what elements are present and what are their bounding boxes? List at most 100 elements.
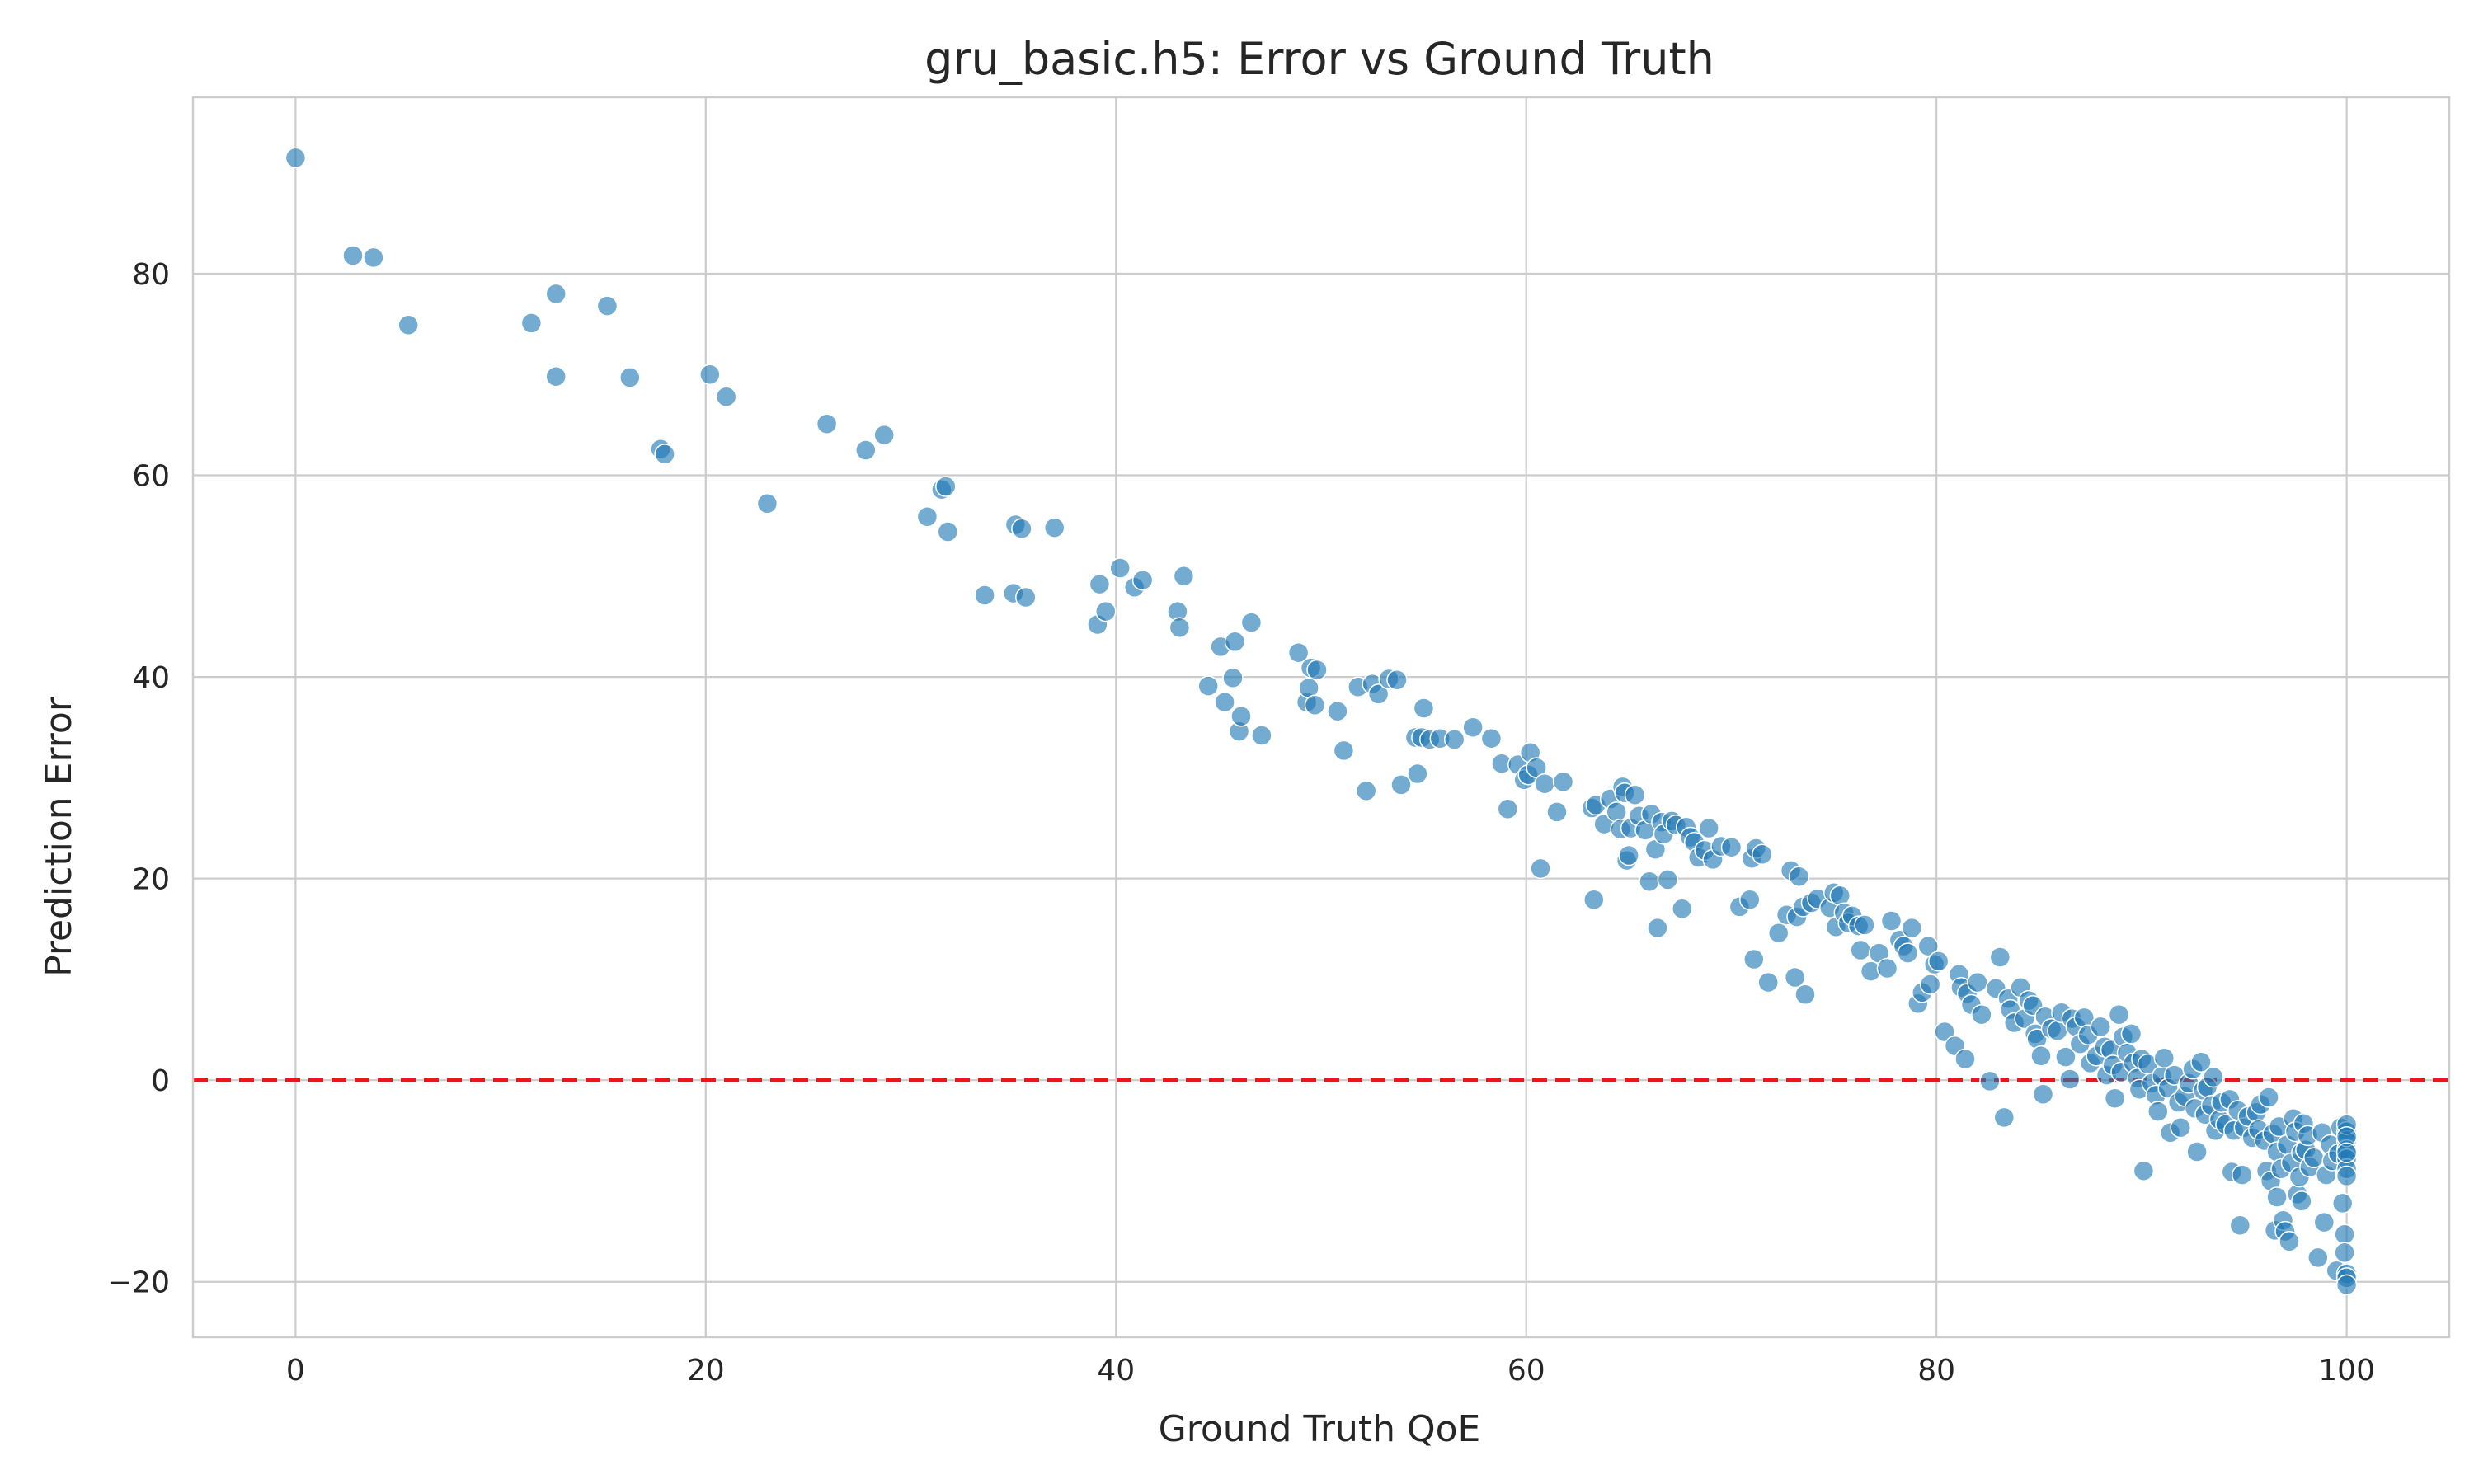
data-point [1043, 517, 1065, 538]
data-point [2090, 1016, 2111, 1038]
data-point [2335, 1142, 2358, 1163]
data-point [699, 364, 721, 386]
data-point [1927, 951, 1950, 972]
data-point [1480, 727, 1503, 749]
data-point [1767, 922, 1790, 944]
data-point [619, 367, 641, 388]
data-point [1407, 763, 1428, 785]
data-point [1131, 569, 1154, 591]
data-point [1327, 700, 1348, 722]
data-point [873, 424, 895, 446]
data-point [1954, 1048, 1976, 1070]
data-point [1390, 774, 1412, 796]
data-point [756, 493, 778, 514]
data-point [1306, 659, 1328, 681]
data-point [2258, 1087, 2279, 1108]
data-point [855, 439, 877, 461]
data-point [1794, 984, 1816, 1006]
data-point [916, 505, 938, 528]
data-point [397, 314, 419, 336]
data-point [1333, 740, 1355, 762]
data-point [2313, 1211, 2335, 1233]
data-point [1967, 971, 1988, 993]
data-point [1552, 771, 1574, 793]
y-tick-label: 40 [132, 661, 170, 695]
data-point [2334, 1242, 2355, 1264]
data-point [2120, 1023, 2142, 1045]
data-point [1989, 946, 2011, 968]
data-point [342, 245, 364, 266]
data-point [1011, 518, 1032, 540]
data-point [1109, 557, 1131, 579]
data-point [2170, 1116, 2191, 1139]
data-point [285, 147, 307, 169]
data-point [1089, 573, 1111, 595]
data-point [1015, 586, 1037, 608]
data-points [285, 147, 2358, 1296]
data-point [1230, 706, 1252, 727]
data-point [2108, 1003, 2130, 1026]
data-point [1462, 716, 1484, 738]
data-point [1287, 641, 1310, 664]
data-point [1639, 871, 1660, 893]
data-point [1971, 1003, 1992, 1026]
data-point [1720, 836, 1743, 858]
data-point [1169, 617, 1191, 638]
gridlines [193, 97, 2449, 1337]
data-point [2190, 1051, 2212, 1073]
y-tick-label: 20 [132, 863, 170, 897]
y-tick-label: −20 [107, 1266, 170, 1300]
data-point [1534, 773, 1555, 795]
data-point [2059, 1068, 2081, 1090]
data-point [1979, 1070, 2001, 1092]
data-point [1901, 917, 1923, 939]
data-point [1854, 914, 1875, 936]
x-tick-label: 20 [687, 1354, 725, 1388]
data-point [2229, 1214, 2251, 1237]
data-point [1546, 801, 1568, 823]
data-point [2335, 1274, 2358, 1296]
data-point [1647, 917, 1668, 939]
data-point [1443, 729, 1465, 750]
data-point [2307, 1247, 2329, 1269]
y-tick-labels: −20 0 20 40 60 80 [107, 258, 170, 1300]
data-point [1784, 966, 1806, 989]
data-point [545, 365, 567, 387]
data-point [2203, 1066, 2224, 1088]
data-point [1413, 697, 1435, 719]
x-tick-labels: 0 20 40 60 80 100 [286, 1354, 2375, 1388]
data-point [1355, 780, 1377, 802]
data-point [1173, 566, 1195, 587]
data-point [1919, 974, 1941, 995]
data-point [2133, 1160, 2155, 1181]
data-point [2232, 1164, 2253, 1186]
data-point [2104, 1087, 2126, 1109]
data-point [937, 521, 959, 542]
x-tick-label: 60 [1507, 1354, 1545, 1388]
data-point [1251, 725, 1272, 746]
y-tick-label: 60 [132, 460, 170, 494]
data-point [2186, 1141, 2208, 1162]
data-point [2032, 1083, 2054, 1106]
data-point [596, 295, 618, 317]
data-point [2147, 1101, 2169, 1122]
data-point [1850, 939, 1871, 961]
data-point [2266, 1186, 2288, 1208]
data-point [1224, 631, 1246, 653]
data-point [2303, 1147, 2325, 1169]
x-tick-label: 0 [286, 1354, 305, 1388]
plot-area-frame [191, 96, 2451, 1339]
data-point [2030, 1045, 2052, 1067]
data-point [1304, 694, 1326, 716]
data-point [2335, 1165, 2358, 1187]
data-point [1993, 1106, 2015, 1129]
data-point [1367, 683, 1390, 705]
data-point [1497, 798, 1519, 820]
data-point [1386, 669, 1408, 691]
data-point [1829, 885, 1851, 907]
data-point [1757, 971, 1779, 993]
data-point [1583, 889, 1605, 911]
data-point [1897, 942, 1919, 964]
x-axis-label: Ground Truth QoE [1159, 1408, 1481, 1450]
y-tick-label: 0 [151, 1064, 170, 1098]
